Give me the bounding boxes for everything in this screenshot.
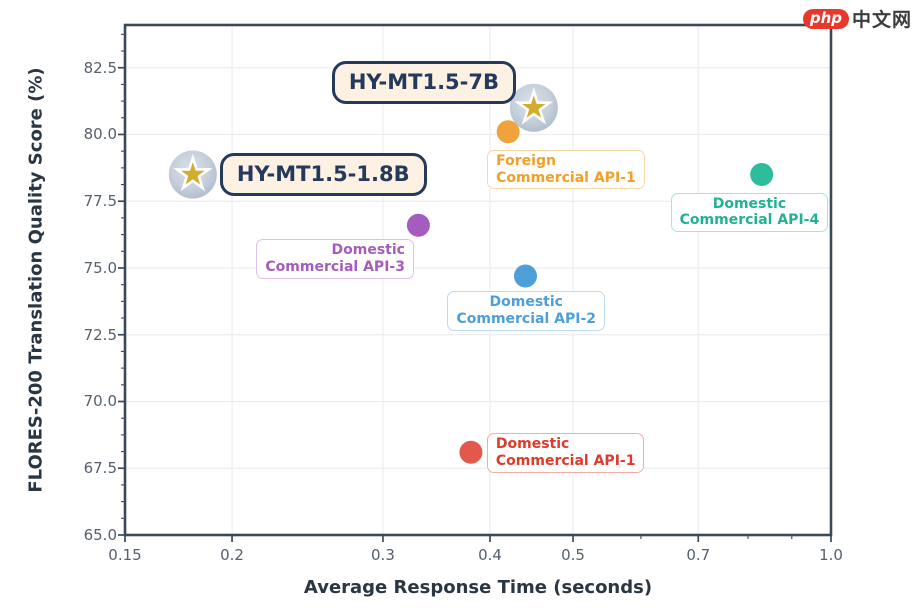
x-axis-label: Average Response Time (seconds) [303, 577, 653, 598]
y-tick-label-72.5: 72.5 [83, 325, 117, 344]
annotation-domestic-commercial-api-4: Domestic Commercial API-4 [670, 192, 829, 233]
data-point-domestic-commercial-api-3 [406, 213, 430, 237]
y-tick-label-80.0: 80.0 [83, 125, 117, 144]
annotation-hy-mt1-5-1-8b: HY-MT1.5-1.8B [219, 152, 427, 196]
data-point-domestic-commercial-api-1 [459, 440, 483, 464]
star-icon-hy-mt1-5-7b [514, 87, 554, 125]
site-logo-text: 中文网 [851, 9, 912, 31]
data-point-foreign-commercial-api-1 [496, 120, 520, 144]
x-tick-label-0.2: 0.2 [220, 546, 244, 564]
annotation-domestic-commercial-api-3: Domestic Commercial API-3 [256, 239, 414, 279]
x-tick-label-0.15: 0.15 [108, 546, 142, 564]
y-tick-label-67.5: 67.5 [83, 459, 117, 478]
x-tick-label-0.5: 0.5 [561, 546, 585, 564]
axes-frame [123, 23, 833, 537]
annotation-domestic-commercial-api-1: Domestic Commercial API-1 [486, 433, 645, 473]
x-tick-label-0.3: 0.3 [371, 546, 395, 564]
data-point-domestic-commercial-api-4 [750, 163, 774, 187]
star-gold [181, 162, 205, 185]
y-tick-label-70.0: 70.0 [83, 392, 117, 411]
annotation-foreign-commercial-api-1: Foreign Commercial API-1 [487, 149, 645, 190]
y-axis-label: FLORES-200 Translation Quality Score (%) [25, 67, 47, 493]
x-tick-label-0.4: 0.4 [478, 546, 502, 564]
x-tick-label-1.0: 1.0 [819, 546, 843, 564]
star-gold [522, 95, 546, 118]
site-logo: php 中文网 [802, 5, 912, 32]
y-tick-label-65.0: 65.0 [83, 526, 117, 544]
annotation-hy-mt1-5-7b: HY-MT1.5-7B [331, 60, 516, 104]
annotation-domestic-commercial-api-2: Domestic Commercial API-2 [447, 290, 606, 331]
y-tick-label-77.5: 77.5 [83, 192, 117, 211]
data-point-domestic-commercial-api-2 [513, 264, 537, 288]
y-tick-label-75.0: 75.0 [83, 258, 117, 277]
x-tick-label-0.7: 0.7 [686, 546, 711, 564]
php-logo-icon: php [802, 8, 849, 29]
y-tick-label-82.5: 82.5 [83, 58, 117, 77]
star-icon-hy-mt1-5-1-8b [173, 153, 213, 192]
